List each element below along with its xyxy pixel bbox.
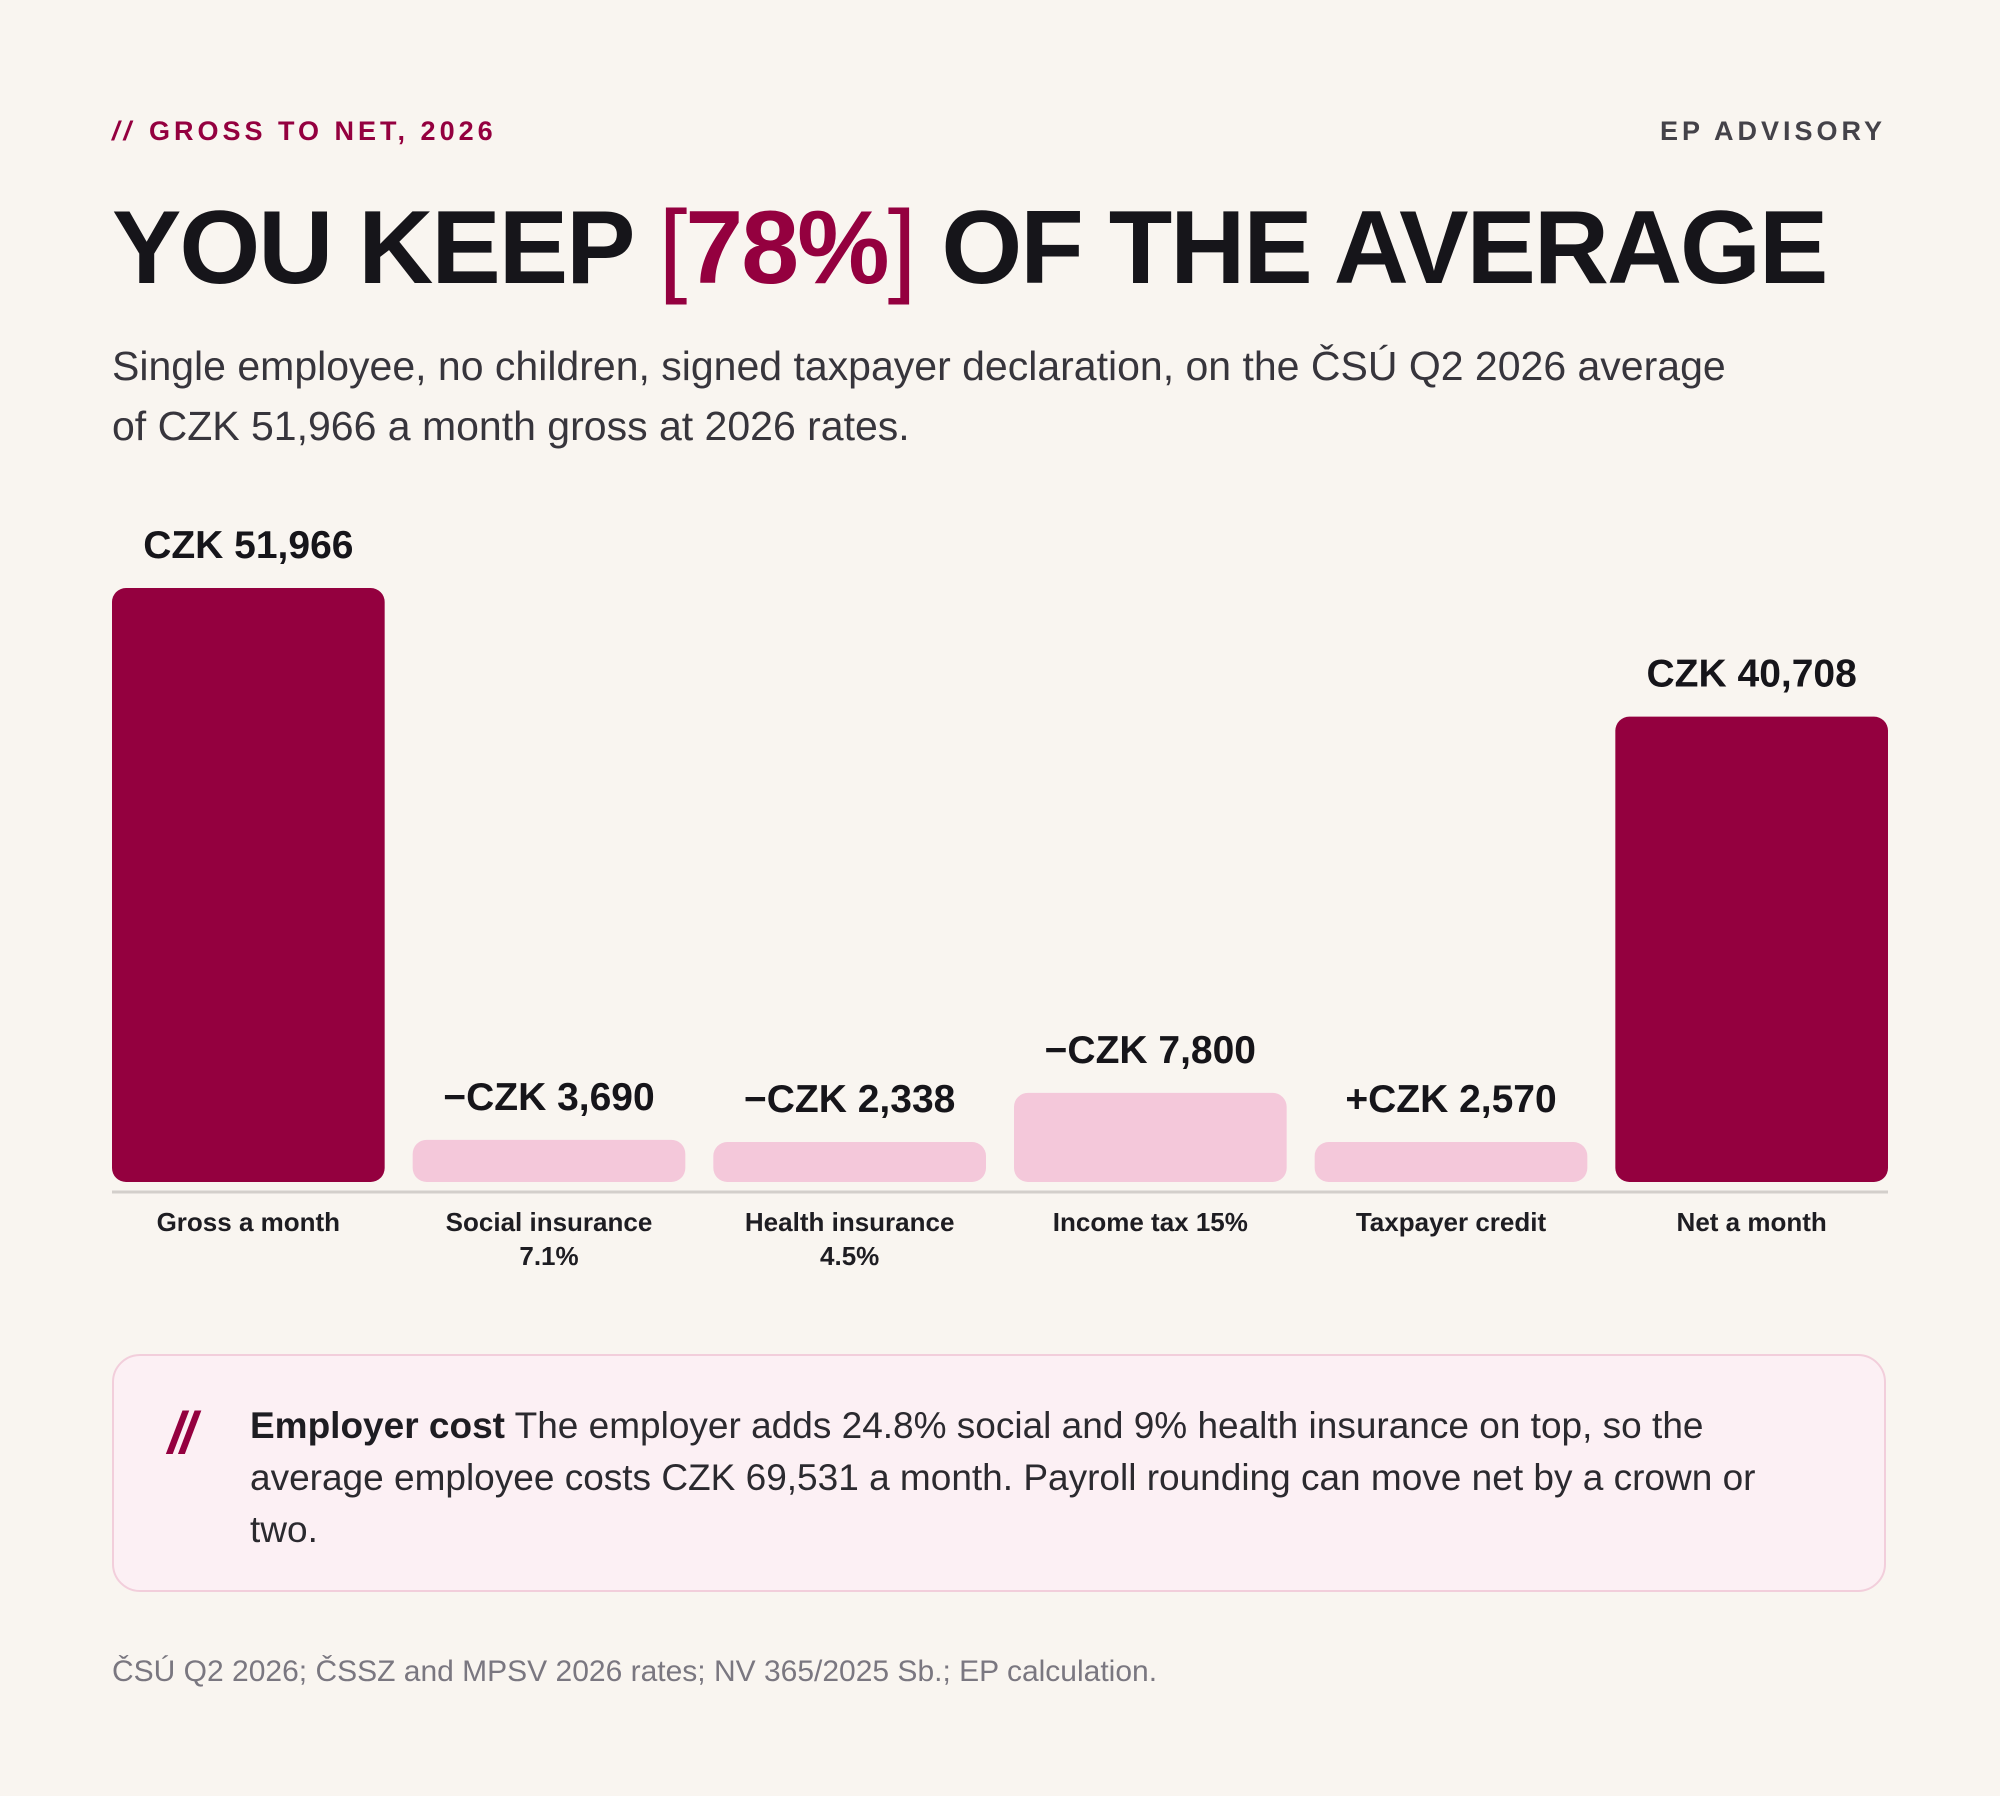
bar-0: [112, 588, 385, 1182]
headline-before: YOU KEEP: [112, 190, 634, 306]
headline: YOU KEEP [78%] OF THE AVERAGE: [112, 188, 1828, 308]
callout-body: The employer adds 24.8% social and 9% he…: [250, 1405, 1756, 1550]
category-label-1-0: Social insurance: [446, 1207, 653, 1237]
bar-3: [1014, 1092, 1287, 1182]
callout-text: Employer cost The employer adds 24.8% so…: [250, 1400, 1830, 1556]
bar-1: [412, 1139, 686, 1182]
brand-name: EP ADVISORY: [1659, 116, 1886, 146]
category-label-2-0: Health insurance: [745, 1207, 955, 1237]
value-label-5: CZK 40,708: [1647, 653, 1857, 696]
subhead: Single employee, no children, signed tax…: [112, 343, 1726, 449]
headline-after: OF THE AVERAGE: [941, 190, 1828, 306]
category-label-1-1: 7.1%: [519, 1241, 578, 1271]
value-label-2: −CZK 2,338: [744, 1078, 955, 1121]
headline-bracket-open: [: [658, 190, 688, 306]
category-label-2-1: 4.5%: [820, 1241, 879, 1271]
value-label-4: +CZK 2,570: [1345, 1078, 1556, 1121]
value-label-0: CZK 51,966: [143, 524, 353, 567]
category-label-5-0: Net a month: [1677, 1207, 1827, 1237]
eyebrow-text: GROSS TO NET, 2026: [149, 116, 497, 146]
category-label-0-0: Gross a month: [157, 1207, 340, 1237]
callout-slashes: //: [168, 1401, 196, 1466]
eyebrow-slashes: //: [112, 116, 136, 146]
headline-accent: 78%: [685, 190, 889, 306]
bar-5: [1615, 716, 1888, 1182]
headline-bracket-close: ]: [887, 190, 917, 306]
waterfall-chart: CZK 51,966 Gross a month −CZK 3,690 Social …: [112, 524, 1888, 1271]
source-note: ČSÚ Q2 2026; ČSSZ and MPSV 2026 rates; N…: [112, 1655, 1158, 1688]
employer-cost-callout: // Employer cost The employer adds 24.8%…: [112, 1354, 1886, 1592]
bar-4: [1314, 1142, 1588, 1182]
category-label-3-0: Income tax 15%: [1053, 1207, 1248, 1237]
eyebrow: // GROSS TO NET, 2026: [112, 116, 497, 147]
callout-title: Employer cost: [250, 1405, 505, 1446]
value-label-1: −CZK 3,690: [443, 1076, 654, 1119]
bar-2: [713, 1142, 986, 1182]
category-label-4-0: Taxpayer credit: [1356, 1207, 1547, 1237]
value-label-3: −CZK 7,800: [1045, 1029, 1256, 1072]
